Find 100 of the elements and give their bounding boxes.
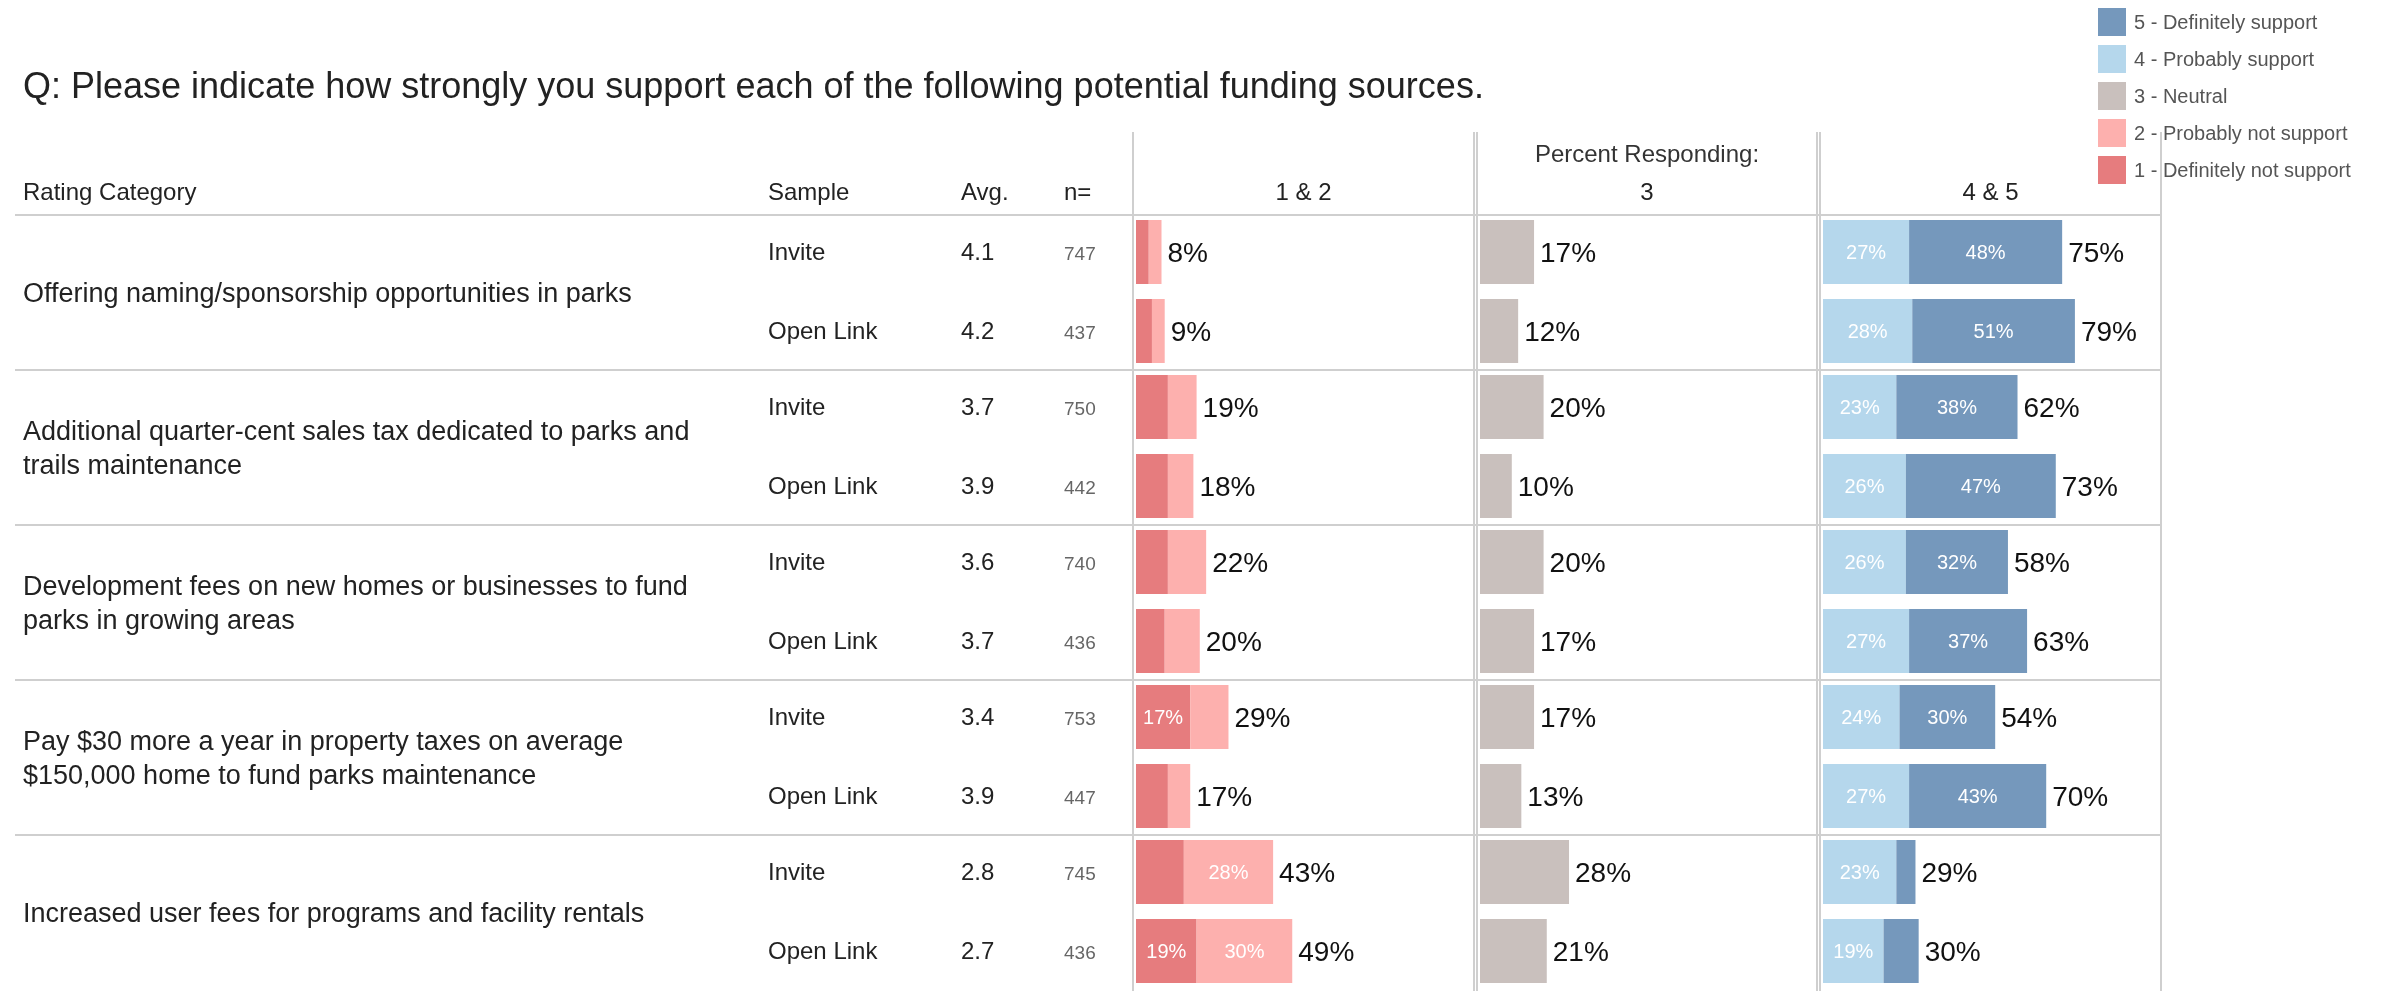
category-label: Invite	[768, 238, 826, 265]
data-label: 3.7	[961, 627, 995, 654]
total-label: 62%	[2023, 392, 2080, 423]
text: Q: Please indicate how strongly you support each of the following potential funding sources.	[23, 65, 1484, 106]
bar	[1823, 454, 1906, 518]
total-label: 8%	[1167, 237, 1208, 268]
bar	[1896, 375, 2018, 439]
bar	[1480, 454, 1512, 518]
data-label: 38%	[1936, 396, 1978, 418]
bar	[1823, 375, 1897, 439]
bar	[1167, 764, 1191, 828]
bar	[1480, 530, 1544, 594]
data-label: 28%	[1575, 857, 1632, 888]
data-label: 436	[1064, 942, 1096, 963]
total-label: 75%	[2068, 237, 2125, 268]
legend-label: 1 - Definitely not support	[2134, 159, 2352, 181]
bar	[1823, 220, 1910, 284]
data-label: 750	[1064, 398, 1096, 419]
data-label: 32%	[1936, 551, 1978, 573]
bar	[1896, 840, 1916, 904]
text: Additional quarter-cent sales tax dedicated to parks and trails maintenance	[23, 415, 690, 480]
bar	[1136, 220, 1149, 284]
bar	[1136, 299, 1152, 363]
data-label: 745	[1064, 863, 1096, 884]
total-label: 18%	[1199, 471, 1256, 502]
total-label: 73%	[2061, 471, 2118, 502]
total-label: 29%	[1234, 702, 1291, 733]
data-label: 10%	[1517, 471, 1574, 502]
bar	[1136, 609, 1165, 673]
legend-label: 3 - Neutral	[2134, 85, 2228, 107]
bar	[1823, 609, 1910, 673]
data-label: 20%	[1549, 547, 1606, 578]
bar	[1823, 919, 1884, 983]
total-label: 63%	[2033, 626, 2090, 657]
data-label: 17%	[1540, 626, 1597, 657]
legend-label: 2 - Probably not support	[2134, 122, 2348, 144]
text: Sample	[768, 178, 850, 205]
bar	[1909, 764, 2047, 828]
data-label: 26%	[1844, 475, 1885, 497]
bar	[1823, 764, 1910, 828]
bar	[1480, 609, 1535, 673]
bar	[1905, 454, 2056, 518]
bar	[1164, 609, 1200, 673]
text: Development fees on new homes or businesses to fund parks in growing areas	[23, 570, 688, 635]
data-label: 51%	[1973, 320, 2014, 342]
bar	[1196, 919, 1293, 983]
text: n=	[1064, 178, 1092, 205]
data-label: 3.9	[961, 472, 995, 499]
legend-label: 4 - Probably support	[2134, 48, 2315, 70]
text: Increased user fees for programs and facility rentals	[23, 897, 645, 928]
category-label: Open Link	[768, 317, 879, 344]
bar	[1823, 530, 1906, 594]
data-label: 21%	[1552, 936, 1609, 967]
data-label: 17%	[1540, 237, 1597, 268]
data-label: 3.7	[961, 393, 995, 420]
total-label: 79%	[2080, 316, 2137, 347]
category-label: Invite	[768, 548, 826, 575]
data-label: 4.1	[961, 238, 995, 265]
text: Percent Responding:	[1534, 140, 1760, 167]
bar	[1480, 840, 1570, 904]
total-label: 9%	[1170, 316, 1212, 347]
data-label: 48%	[1965, 241, 2006, 263]
legend-label: 5 - Definitely support	[2134, 11, 2318, 33]
data-label: 28%	[1847, 320, 1888, 342]
data-label: 13%	[1527, 781, 1584, 812]
bar	[1136, 375, 1168, 439]
total-label: 43%	[1279, 857, 1336, 888]
data-label: 30%	[1927, 706, 1968, 728]
data-label: 17%	[1143, 706, 1184, 728]
data-label: 753	[1064, 708, 1096, 729]
data-label: 26%	[1844, 551, 1885, 573]
bar	[1899, 685, 1996, 749]
text: Rating Category	[23, 178, 197, 205]
data-label: 19%	[1833, 940, 1874, 962]
chart-title: 3	[1640, 178, 1654, 205]
bar	[1480, 299, 1519, 363]
bar	[1909, 609, 2028, 673]
bar	[1823, 685, 1900, 749]
text: Pay $30 more a year in property taxes on average $150,000 home to fund parks maintenance	[23, 725, 624, 790]
category-label: Open Link	[768, 627, 879, 654]
bar	[1480, 220, 1535, 284]
bar	[1883, 919, 1919, 983]
data-label: 30%	[1224, 940, 1265, 962]
data-label: 27%	[1846, 785, 1887, 807]
data-label: 4.2	[961, 317, 995, 344]
data-label: 47%	[1960, 475, 2002, 497]
data-label: 27%	[1846, 241, 1887, 263]
category-label: Open Link	[768, 782, 879, 809]
total-label: 30%	[1924, 936, 1981, 967]
bar	[1167, 530, 1207, 594]
data-label: 740	[1064, 553, 1096, 574]
category-label: Invite	[768, 393, 826, 420]
total-label: 70%	[2052, 781, 2109, 812]
data-label: 43%	[1957, 785, 1998, 807]
bar	[1905, 530, 2008, 594]
total-label: 58%	[2013, 547, 2070, 578]
bar	[1136, 840, 1184, 904]
data-label: 3.4	[961, 703, 995, 730]
bar	[1909, 220, 2063, 284]
bar	[1136, 764, 1168, 828]
